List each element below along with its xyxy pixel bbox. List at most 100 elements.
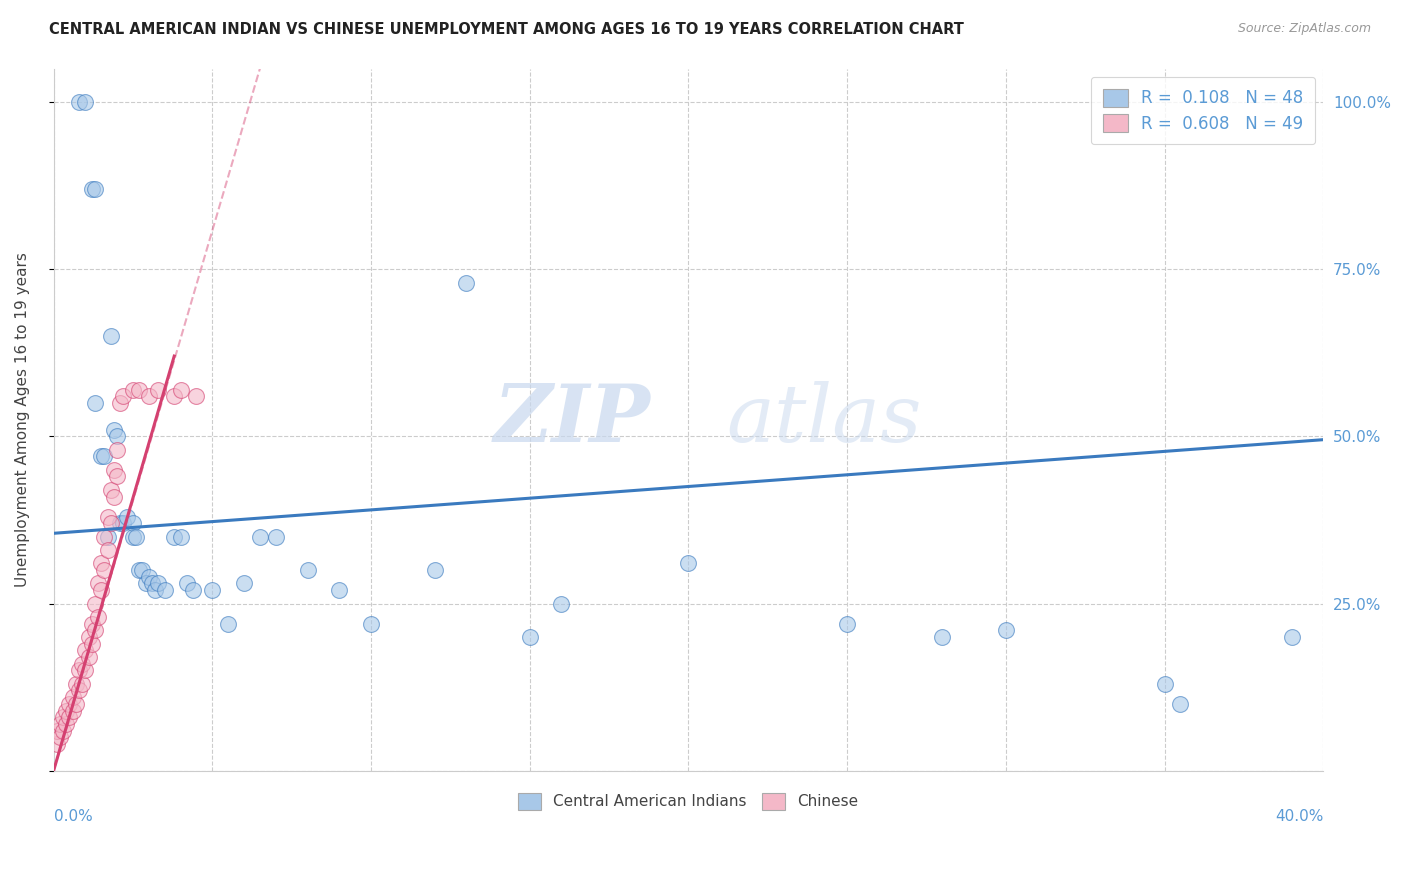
Point: [148, 576, 170, 591]
Point: [67, 95, 90, 109]
Point: [678, 557, 700, 571]
Point: [141, 576, 163, 591]
Point: [55, 704, 77, 718]
Text: Source: ZipAtlas.com: Source: ZipAtlas.com: [1237, 22, 1371, 36]
Point: [217, 616, 239, 631]
Point: [103, 463, 125, 477]
Point: [138, 570, 160, 584]
Point: [77, 630, 100, 644]
Point: [519, 630, 541, 644]
Point: [80, 637, 103, 651]
Point: [163, 389, 186, 403]
Point: [75, 664, 97, 678]
Point: [135, 576, 157, 591]
Point: [138, 389, 160, 403]
Point: [143, 583, 166, 598]
Point: [181, 583, 204, 598]
Text: 0.0%: 0.0%: [53, 809, 93, 824]
Point: [67, 664, 90, 678]
Point: [112, 389, 135, 403]
Point: [100, 329, 122, 343]
Point: [77, 650, 100, 665]
Point: [80, 616, 103, 631]
Point: [100, 516, 122, 531]
Point: [115, 509, 138, 524]
Point: [62, 704, 84, 718]
Point: [90, 557, 112, 571]
Point: [67, 683, 90, 698]
Point: [93, 450, 115, 464]
Point: [112, 516, 135, 531]
Point: [128, 383, 150, 397]
Point: [97, 543, 120, 558]
Point: [233, 576, 256, 591]
Point: [55, 717, 77, 731]
Point: [1153, 677, 1175, 691]
Point: [100, 483, 122, 497]
Point: [49, 717, 72, 731]
Point: [249, 530, 271, 544]
Point: [58, 710, 80, 724]
Point: [97, 530, 120, 544]
Point: [264, 530, 287, 544]
Point: [45, 723, 67, 738]
Point: [87, 576, 110, 591]
Point: [186, 389, 208, 403]
Point: [994, 624, 1017, 638]
Point: [93, 563, 115, 577]
Point: [110, 516, 132, 531]
Point: [163, 530, 186, 544]
Point: [105, 429, 128, 443]
Y-axis label: Unemployment Among Ages 16 to 19 years: Unemployment Among Ages 16 to 19 years: [15, 252, 30, 587]
Point: [125, 530, 148, 544]
Point: [837, 616, 859, 631]
Point: [360, 616, 382, 631]
Point: [122, 516, 145, 531]
Point: [176, 576, 198, 591]
Text: CENTRAL AMERICAN INDIAN VS CHINESE UNEMPLOYMENT AMONG AGES 16 TO 19 YEARS CORREL: CENTRAL AMERICAN INDIAN VS CHINESE UNEMP…: [49, 22, 965, 37]
Point: [122, 383, 145, 397]
Point: [169, 383, 191, 397]
Text: ZIP: ZIP: [494, 381, 651, 458]
Point: [65, 677, 87, 691]
Point: [169, 530, 191, 544]
Point: [103, 423, 125, 437]
Point: [148, 383, 170, 397]
Point: [65, 697, 87, 711]
Point: [105, 469, 128, 483]
Point: [110, 396, 132, 410]
Point: [83, 396, 105, 410]
Point: [201, 583, 224, 598]
Point: [90, 583, 112, 598]
Point: [62, 690, 84, 705]
Point: [97, 509, 120, 524]
Point: [80, 182, 103, 196]
Point: [1281, 630, 1303, 644]
Point: [75, 95, 97, 109]
Point: [75, 643, 97, 657]
Point: [58, 697, 80, 711]
Text: 40.0%: 40.0%: [1275, 809, 1323, 824]
Point: [1170, 697, 1192, 711]
Point: [103, 490, 125, 504]
Point: [328, 583, 350, 598]
Point: [423, 563, 446, 577]
Point: [153, 583, 176, 598]
Point: [128, 563, 150, 577]
Point: [70, 677, 93, 691]
Legend: Central American Indians, Chinese: Central American Indians, Chinese: [512, 787, 865, 815]
Point: [122, 530, 145, 544]
Point: [83, 182, 105, 196]
Point: [93, 530, 115, 544]
Text: atlas: atlas: [727, 381, 922, 458]
Point: [931, 630, 953, 644]
Point: [550, 597, 572, 611]
Point: [90, 450, 112, 464]
Point: [83, 624, 105, 638]
Point: [52, 710, 75, 724]
Point: [297, 563, 319, 577]
Point: [45, 737, 67, 751]
Point: [456, 276, 478, 290]
Point: [87, 610, 110, 624]
Point: [105, 442, 128, 457]
